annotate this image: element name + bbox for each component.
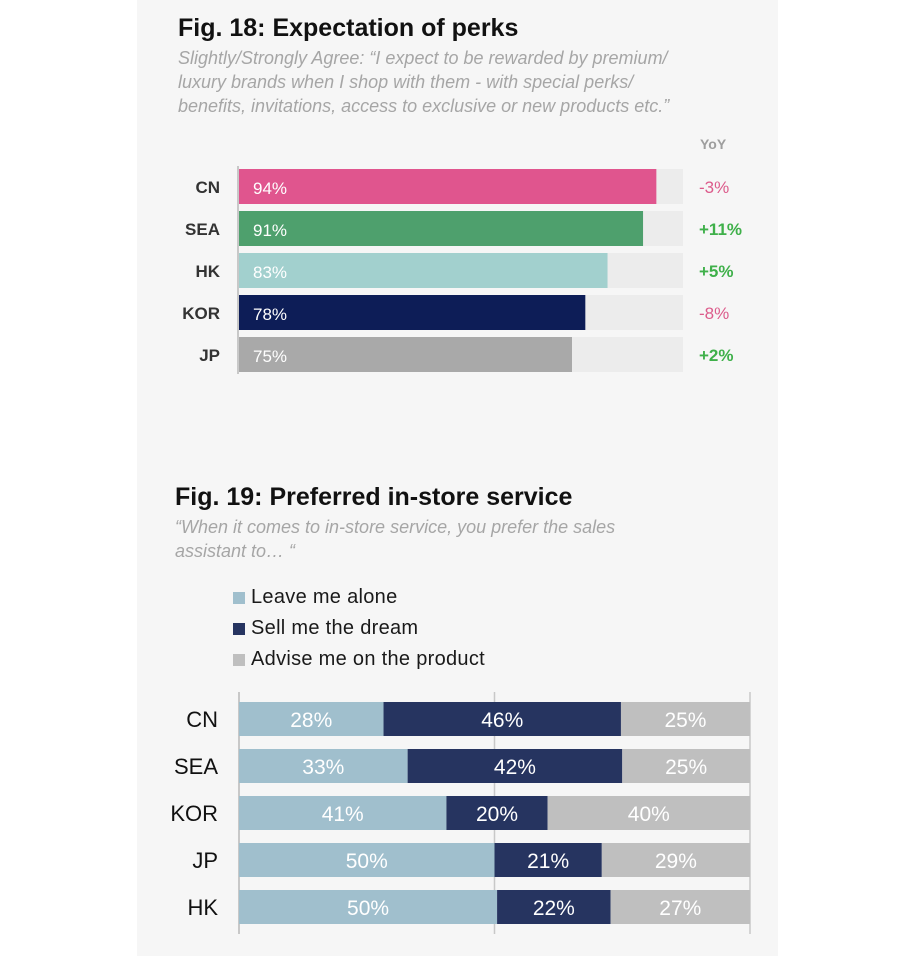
legend-swatch (233, 653, 245, 666)
bar-kor (239, 295, 586, 330)
segment-kor-2 (547, 796, 750, 830)
yoy-value-kor: -8% (699, 304, 729, 323)
segment-label-sea-0: 33% (302, 756, 344, 779)
segment-label-kor-2: 40% (628, 803, 670, 826)
yoy-value-jp: +2% (699, 346, 734, 365)
category-label-jp: JP (199, 346, 220, 365)
value-label-kor: 78% (253, 305, 287, 324)
segment-hk-1 (497, 890, 611, 924)
legend-label: Advise me on the product (251, 648, 485, 670)
segment-label-kor-0: 41% (322, 803, 364, 826)
category-label-hk: HK (195, 262, 220, 281)
bar-sea (239, 211, 644, 246)
segment-jp-0 (239, 843, 495, 877)
legend-label: Sell me the dream (251, 617, 419, 639)
segment-label-cn-1: 46% (481, 709, 523, 732)
yoy-value-sea: +11% (699, 220, 742, 239)
segment-label-kor-1: 20% (476, 803, 518, 826)
yoy-header: YoY (700, 136, 727, 152)
bar-jp (239, 337, 572, 372)
segment-label-jp-1: 21% (527, 850, 569, 873)
fig19-title: Fig. 19: Preferred in-store service (175, 483, 573, 511)
fig19-legend: Leave me alone Sell me the dream Advise … (233, 582, 485, 675)
segment-cn-0 (239, 702, 384, 736)
category-label-sea: SEA (185, 220, 220, 239)
yoy-value-cn: -3% (699, 178, 729, 197)
segment-label-cn-0: 28% (290, 709, 332, 732)
legend-item-leave-me-alone: Leave me alone (233, 582, 485, 613)
value-label-cn: 94% (253, 179, 287, 198)
legend-item-advise-me: Advise me on the product (233, 644, 485, 675)
category-label-kor: KOR (170, 801, 218, 826)
legend-item-sell-me-the-dream: Sell me the dream (233, 613, 485, 644)
segment-jp-2 (601, 843, 750, 877)
category-label-sea: SEA (174, 754, 218, 779)
value-label-jp: 75% (253, 347, 287, 366)
segment-label-hk-0: 50% (347, 897, 389, 920)
value-label-sea: 91% (253, 221, 287, 240)
segment-kor-1 (446, 796, 548, 830)
segment-hk-2 (610, 890, 750, 924)
segment-label-hk-1: 22% (533, 897, 575, 920)
segment-kor-0 (239, 796, 447, 830)
category-label-cn: CN (186, 707, 218, 732)
segment-label-hk-2: 27% (659, 897, 701, 920)
segment-label-cn-2: 25% (664, 709, 706, 732)
segment-label-jp-2: 29% (655, 850, 697, 873)
fig18-title: Fig. 18: Expectation of perks (178, 14, 519, 42)
category-label-jp: JP (192, 848, 218, 873)
segment-cn-2 (620, 702, 750, 736)
segment-label-sea-2: 25% (665, 756, 707, 779)
segment-label-jp-0: 50% (346, 850, 388, 873)
fig18-chart: CN 94% -3% SEA 91% +11% HK 83% +5% KOR 78% -8% JP 75%… (182, 166, 742, 374)
bar-hk (239, 253, 608, 288)
segment-label-sea-1: 42% (494, 756, 536, 779)
legend-label: Leave me alone (251, 586, 398, 608)
segment-sea-0 (239, 749, 408, 783)
yoy-value-hk: +5% (699, 262, 734, 281)
segment-sea-2 (622, 749, 750, 783)
fig18-subtitle: Slightly/Strongly Agree: “I expect to be… (178, 48, 670, 116)
legend-swatch (233, 622, 245, 635)
bar-cn (239, 169, 657, 204)
value-label-hk: 83% (253, 263, 287, 282)
segment-sea-1 (407, 749, 623, 783)
category-label-kor: KOR (182, 304, 220, 323)
legend-swatch (233, 591, 245, 604)
category-label-cn: CN (195, 178, 220, 197)
segment-cn-1 (383, 702, 621, 736)
category-label-hk: HK (187, 895, 218, 920)
segment-jp-1 (494, 843, 602, 877)
segment-hk-0 (239, 890, 498, 924)
fig19-subtitle: “When it comes to in-store service, you … (175, 517, 616, 561)
